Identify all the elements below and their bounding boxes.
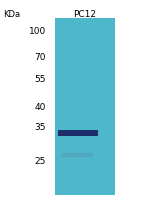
Text: 35: 35 (34, 122, 46, 132)
Text: KDa: KDa (3, 10, 21, 19)
Bar (58, 130, 98, 136)
Text: 55: 55 (34, 75, 46, 84)
Bar (55, 18, 115, 195)
Text: PC12: PC12 (74, 10, 96, 19)
Text: 70: 70 (34, 52, 46, 62)
Text: 100: 100 (29, 27, 46, 36)
Bar (62, 153, 93, 157)
Text: 40: 40 (35, 102, 46, 112)
Text: 25: 25 (35, 158, 46, 166)
